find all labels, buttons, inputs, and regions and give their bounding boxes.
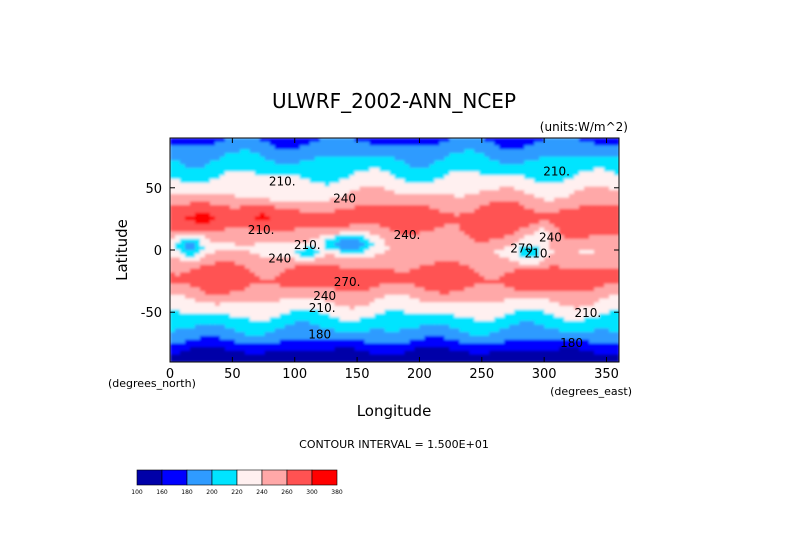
y-tick-label: 0 (154, 244, 162, 259)
x-tick-label: 150 (345, 367, 370, 382)
units-label: (units:W/m^2) (540, 120, 628, 134)
colorbar-label: 240 (256, 489, 268, 496)
colorbar-swatch (311, 469, 338, 486)
colorbar-swatch (236, 469, 263, 486)
contour-label: 210. (269, 174, 296, 188)
x-tick-label: 250 (469, 367, 494, 382)
colorbar-label: 160 (156, 489, 168, 496)
y-tick-label: 50 (145, 182, 162, 197)
x-tick-label: 350 (594, 367, 619, 382)
contour-label: 270 (510, 241, 533, 255)
colorbar-swatch (261, 469, 288, 486)
contour-label: 210. (294, 238, 321, 252)
contour-label: 240 (268, 251, 291, 265)
chart-title: ULWRF_2002-ANN_NCEP (272, 89, 516, 113)
colorbar-label: 380 (331, 489, 343, 496)
colorbar-swatch (186, 469, 213, 486)
colorbar-swatch (211, 469, 238, 486)
contour-label: 210. (574, 306, 601, 320)
colorbar: 100 160 180 200 220 240 260 300 380 (131, 469, 343, 496)
contour-label: 240 (539, 230, 562, 244)
colorbar-label: 260 (281, 489, 293, 496)
contour-label: 210. (543, 164, 570, 178)
y-tick-label: -50 (141, 306, 162, 321)
colorbar-label: 200 (206, 489, 218, 496)
x-tick-label: 100 (282, 367, 307, 382)
colorbar-swatch (161, 469, 188, 486)
colorbar-label: 100 (131, 489, 143, 496)
colorbar-swatch (286, 469, 313, 486)
colorbar-label: 220 (231, 489, 243, 496)
field-fill (170, 138, 619, 362)
contour-label: 210. (248, 223, 275, 237)
contour-label: 240 (333, 192, 356, 206)
colorbar-label: 300 (306, 489, 318, 496)
x-units-label: (degrees_east) (550, 385, 632, 398)
x-axis-label: Longitude (357, 402, 432, 420)
contour-label: 240. (394, 228, 421, 242)
x-tick-label: 300 (532, 367, 557, 382)
x-tick-label: 0 (166, 367, 174, 382)
contour-label: 240 (313, 289, 336, 303)
contour-interval-label: CONTOUR INTERVAL = 1.500E+01 (299, 438, 489, 451)
y-units-label: (degrees_north) (108, 377, 196, 390)
colorbar-swatch (136, 469, 163, 486)
contour-label: 180 (560, 336, 583, 350)
contour-label: 210. (309, 301, 336, 315)
axis-ticks: 0 50 100 150 200 250 300 350 50 0 -50 (141, 138, 619, 382)
colorbar-label: 180 (181, 489, 193, 496)
x-tick-label: 50 (224, 367, 241, 382)
y-axis-label: Latitude (113, 219, 131, 281)
x-tick-label: 200 (407, 367, 432, 382)
contour-label: 180 (308, 327, 331, 341)
contour-label: 210. (525, 246, 552, 260)
contour-label: 270. (334, 275, 361, 289)
